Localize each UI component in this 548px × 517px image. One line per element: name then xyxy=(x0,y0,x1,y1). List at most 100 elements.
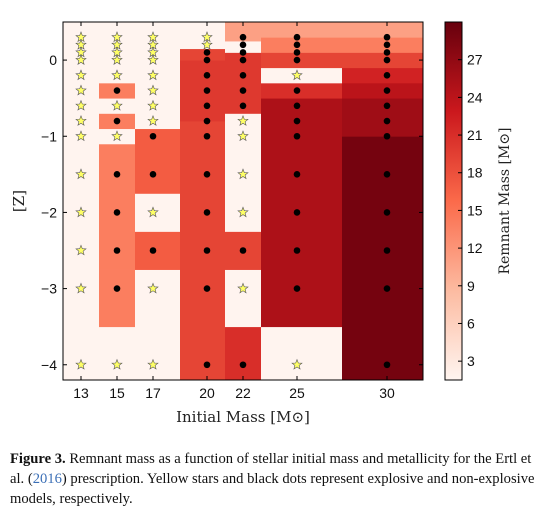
non-explosive-dot-marker xyxy=(203,72,211,79)
x-tick-label: 20 xyxy=(199,385,215,401)
non-explosive-dot-marker xyxy=(113,209,121,216)
x-axis-ticks: 13 15 17 20 22 25 30 xyxy=(73,22,395,401)
heatmap-cell xyxy=(342,82,424,99)
explosive-star-marker xyxy=(75,244,87,256)
heatmap-cell xyxy=(342,98,424,137)
non-explosive-dot-marker xyxy=(293,247,301,254)
heatmap-cell xyxy=(135,269,181,381)
caption-label: Figure 3. xyxy=(10,451,66,467)
y-axis-label: [Z] xyxy=(10,190,28,212)
y-tick-label: 0 xyxy=(49,52,57,68)
colorbar xyxy=(444,21,463,381)
x-tick-label: 17 xyxy=(145,385,161,401)
non-explosive-dot-marker xyxy=(239,361,247,369)
explosive-star-marker xyxy=(75,84,87,96)
heatmap-cell xyxy=(342,37,424,53)
explosive-star-marker xyxy=(111,99,123,111)
non-explosive-dot-marker xyxy=(383,102,391,110)
explosive-star-marker xyxy=(75,282,87,294)
colorbar-tick-label: 15 xyxy=(467,202,483,218)
non-explosive-dot-marker xyxy=(383,41,391,49)
non-explosive-dot-marker xyxy=(239,102,247,110)
colorbar-tick-label: 18 xyxy=(467,165,483,181)
explosive-star-marker xyxy=(237,168,249,180)
x-tick-label: 15 xyxy=(109,385,125,401)
non-explosive-dot-marker xyxy=(293,49,301,56)
non-explosive-dot-marker xyxy=(239,49,247,56)
non-explosive-dot-marker xyxy=(203,209,211,216)
non-explosive-dot-marker xyxy=(203,247,211,254)
non-explosive-dot-marker xyxy=(239,247,247,254)
colorbar-tick-label: 9 xyxy=(467,278,475,294)
non-explosive-dot-marker xyxy=(383,285,391,292)
heatmap-cell xyxy=(342,22,424,38)
heatmap-cell xyxy=(342,67,424,84)
non-explosive-dot-marker xyxy=(383,171,391,178)
x-axis-label: Initial Mass [M⊙] xyxy=(176,408,310,426)
non-explosive-dot-marker xyxy=(293,102,301,110)
non-explosive-dot-marker xyxy=(149,132,157,140)
non-explosive-dot-marker xyxy=(293,41,301,49)
non-explosive-dot-marker xyxy=(293,117,301,125)
non-explosive-dot-marker xyxy=(383,209,391,216)
heatmap-cell xyxy=(261,52,343,69)
colorbar-tick-label: 12 xyxy=(467,240,483,256)
x-tick-label: 13 xyxy=(73,385,89,401)
non-explosive-dot-marker xyxy=(149,247,157,254)
explosive-star-marker xyxy=(75,206,87,218)
non-explosive-dot-marker xyxy=(203,285,211,292)
non-explosive-dot-marker xyxy=(383,33,391,41)
heatmap-cell xyxy=(135,128,181,194)
explosive-star-marker xyxy=(75,130,87,142)
non-explosive-dot-marker xyxy=(239,33,247,41)
explosive-star-marker xyxy=(237,282,249,294)
explosive-star-marker xyxy=(237,114,249,126)
explosive-star-marker xyxy=(237,206,249,218)
explosive-star-marker xyxy=(147,282,159,294)
explosive-star-marker xyxy=(111,69,123,81)
explosive-star-marker xyxy=(147,54,159,65)
explosive-star-marker xyxy=(75,99,87,111)
non-explosive-dot-marker xyxy=(203,56,211,64)
heatmap-cell xyxy=(63,22,100,381)
y-tick-label: −2 xyxy=(41,204,57,220)
x-tick-label: 22 xyxy=(235,385,251,401)
explosive-star-marker xyxy=(147,99,159,111)
explosive-star-marker xyxy=(291,69,303,81)
non-explosive-dot-marker xyxy=(293,33,301,41)
non-explosive-dot-marker xyxy=(239,72,247,79)
heatmap-cell xyxy=(261,67,343,84)
heatmap-cell xyxy=(180,60,226,122)
colorbar-ticks: 3 6 9 12 15 18 21 24 27 xyxy=(458,52,483,369)
heatmap-cell xyxy=(225,326,262,381)
non-explosive-dot-marker xyxy=(113,285,121,292)
non-explosive-dot-marker xyxy=(203,49,211,56)
non-explosive-dot-marker xyxy=(113,247,121,254)
heatmap-cell xyxy=(225,269,262,328)
non-explosive-dot-marker xyxy=(293,285,301,292)
non-explosive-dot-marker xyxy=(293,132,301,140)
colorbar-tick-label: 24 xyxy=(467,89,483,105)
figure-caption: Figure 3. Remnant mass as a function of … xyxy=(10,449,538,509)
heatmap-cell xyxy=(135,231,181,270)
heatmap-cell xyxy=(261,82,343,99)
non-explosive-dot-marker xyxy=(293,56,301,64)
heatmap-cell xyxy=(261,98,343,328)
non-explosive-dot-marker xyxy=(113,171,121,178)
non-explosive-dot-marker xyxy=(239,41,247,49)
y-tick-label: −4 xyxy=(41,357,57,373)
explosive-star-marker xyxy=(147,84,159,96)
heatmap-cell xyxy=(135,193,181,232)
explosive-star-marker xyxy=(147,206,159,218)
explosive-star-marker xyxy=(75,168,87,180)
explosive-star-marker xyxy=(291,358,303,370)
non-explosive-dot-marker xyxy=(203,102,211,110)
caption-citation-link[interactable]: 2016 xyxy=(32,471,62,487)
heatmap-chart: 13 15 17 20 22 25 30 0 −1 −2 −3 −4 Initial Mass [M… xyxy=(10,21,513,426)
model-markers xyxy=(75,31,391,370)
non-explosive-dot-marker xyxy=(293,87,301,94)
heatmap-cell xyxy=(261,326,343,381)
colorbar-tick-label: 27 xyxy=(467,52,483,68)
heatmap-cell xyxy=(342,136,424,381)
heatmap-cell xyxy=(99,269,136,328)
